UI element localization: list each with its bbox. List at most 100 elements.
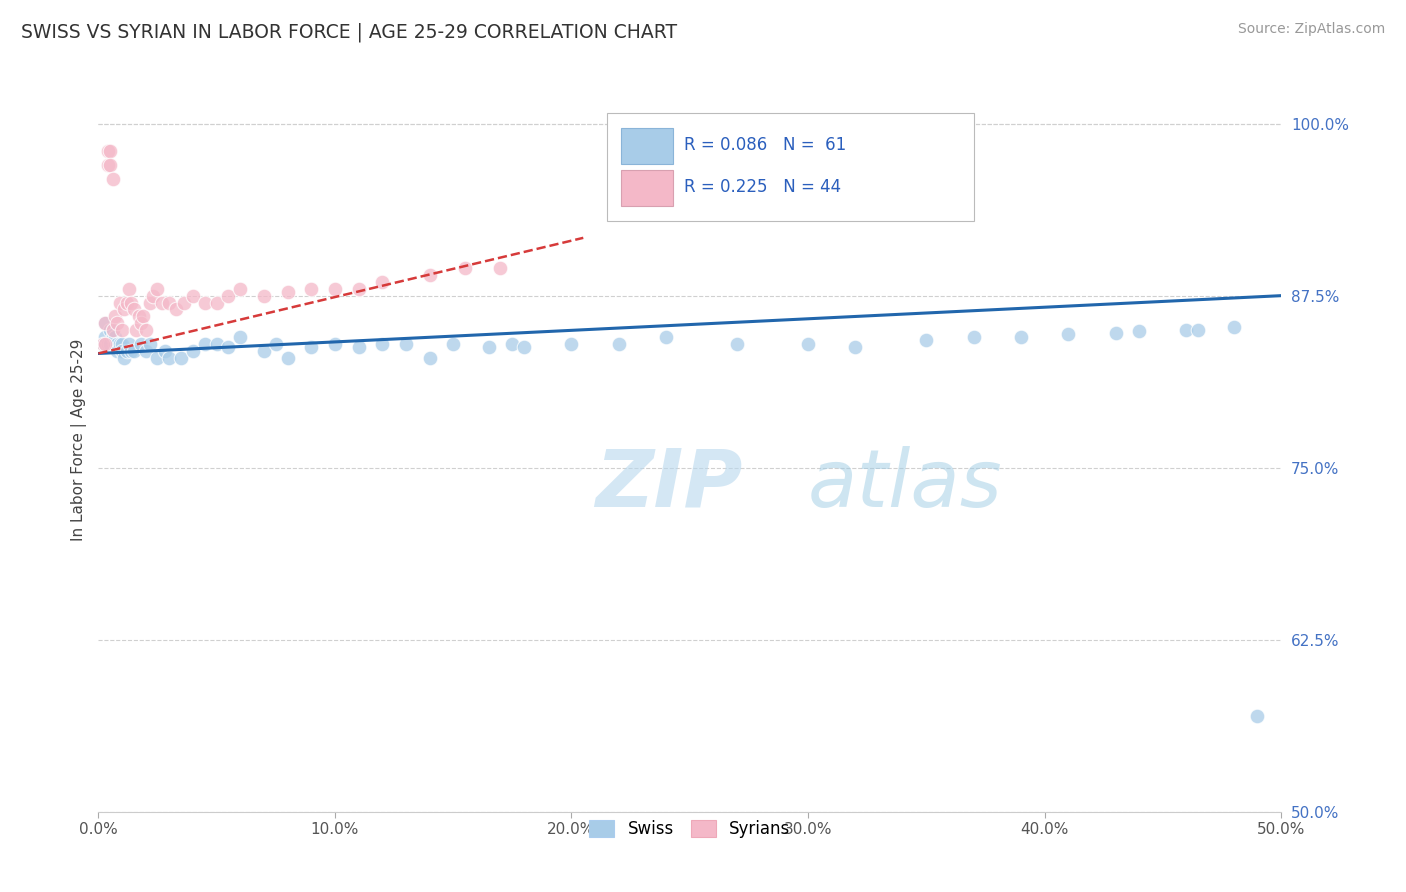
Point bbox=[139, 336, 162, 351]
Point bbox=[98, 323, 121, 337]
Point bbox=[150, 295, 173, 310]
Point bbox=[97, 144, 120, 158]
FancyBboxPatch shape bbox=[621, 170, 673, 206]
Point bbox=[725, 336, 748, 351]
Point bbox=[132, 310, 155, 324]
Point bbox=[205, 295, 228, 310]
Point bbox=[97, 158, 120, 172]
Point bbox=[129, 316, 152, 330]
Point bbox=[194, 336, 217, 351]
Point bbox=[111, 343, 134, 358]
Point bbox=[104, 336, 127, 351]
Point bbox=[655, 330, 678, 344]
Point bbox=[299, 282, 322, 296]
Point bbox=[299, 340, 322, 354]
Point bbox=[217, 288, 239, 302]
Point bbox=[104, 310, 127, 324]
Point bbox=[101, 323, 124, 337]
Point bbox=[1175, 323, 1198, 337]
Point bbox=[229, 330, 252, 344]
Point bbox=[1187, 323, 1209, 337]
Point bbox=[181, 343, 204, 358]
Point bbox=[94, 316, 117, 330]
Point bbox=[217, 340, 239, 354]
Point bbox=[173, 295, 195, 310]
Point bbox=[112, 351, 135, 365]
Point bbox=[91, 336, 114, 351]
Point bbox=[323, 282, 346, 296]
Point bbox=[347, 340, 370, 354]
Point bbox=[142, 288, 165, 302]
Text: SWISS VS SYRIAN IN LABOR FORCE | AGE 25-29 CORRELATION CHART: SWISS VS SYRIAN IN LABOR FORCE | AGE 25-… bbox=[21, 22, 678, 42]
Point bbox=[105, 336, 128, 351]
Point bbox=[111, 336, 134, 351]
Point bbox=[371, 275, 394, 289]
Point bbox=[98, 158, 121, 172]
Point bbox=[253, 288, 276, 302]
Point bbox=[115, 295, 138, 310]
Point bbox=[125, 323, 148, 337]
Point bbox=[1057, 327, 1080, 342]
Point bbox=[135, 343, 157, 358]
Point bbox=[118, 282, 141, 296]
Point bbox=[478, 340, 501, 354]
Point bbox=[347, 282, 370, 296]
Point bbox=[101, 330, 124, 344]
Point bbox=[94, 330, 117, 344]
Point bbox=[371, 336, 394, 351]
Point bbox=[165, 302, 187, 317]
Text: ZIP: ZIP bbox=[595, 446, 742, 524]
Point bbox=[962, 330, 984, 344]
Point bbox=[181, 288, 204, 302]
Point bbox=[146, 351, 169, 365]
Point bbox=[128, 310, 150, 324]
Point bbox=[121, 343, 143, 358]
Point bbox=[1128, 325, 1150, 339]
Point bbox=[105, 343, 128, 358]
Point bbox=[1104, 326, 1126, 340]
FancyBboxPatch shape bbox=[621, 128, 673, 163]
Point bbox=[441, 336, 464, 351]
Text: atlas: atlas bbox=[808, 446, 1002, 524]
Point bbox=[153, 343, 176, 358]
Point bbox=[797, 336, 820, 351]
Point bbox=[418, 351, 440, 365]
Point bbox=[94, 336, 117, 351]
Point bbox=[1246, 708, 1268, 723]
Point bbox=[844, 340, 866, 354]
Point bbox=[115, 343, 138, 358]
Point bbox=[264, 336, 287, 351]
Point bbox=[129, 336, 152, 351]
Point bbox=[118, 336, 141, 351]
Point bbox=[98, 336, 121, 351]
Point bbox=[139, 295, 162, 310]
Point bbox=[323, 336, 346, 351]
Point bbox=[101, 323, 124, 337]
Point bbox=[122, 302, 145, 317]
Point bbox=[205, 336, 228, 351]
Point bbox=[104, 330, 127, 344]
Point bbox=[253, 343, 276, 358]
Point bbox=[157, 295, 180, 310]
Point bbox=[277, 285, 299, 299]
Legend: Swiss, Syrians: Swiss, Syrians bbox=[582, 813, 797, 845]
Point bbox=[915, 333, 938, 347]
FancyBboxPatch shape bbox=[607, 113, 973, 221]
Point bbox=[108, 295, 131, 310]
Y-axis label: In Labor Force | Age 25-29: In Labor Force | Age 25-29 bbox=[72, 339, 87, 541]
Text: Source: ZipAtlas.com: Source: ZipAtlas.com bbox=[1237, 22, 1385, 37]
Point bbox=[112, 302, 135, 317]
Point bbox=[108, 336, 131, 351]
Point bbox=[94, 316, 117, 330]
Point bbox=[170, 351, 193, 365]
Point bbox=[121, 295, 143, 310]
Point bbox=[395, 336, 418, 351]
Point bbox=[135, 323, 157, 337]
Point bbox=[101, 171, 124, 186]
Point bbox=[91, 336, 114, 351]
Point bbox=[277, 351, 299, 365]
Text: R = 0.225   N = 44: R = 0.225 N = 44 bbox=[683, 178, 841, 196]
Point bbox=[111, 323, 134, 337]
Point bbox=[146, 282, 169, 296]
Point bbox=[1010, 330, 1032, 344]
